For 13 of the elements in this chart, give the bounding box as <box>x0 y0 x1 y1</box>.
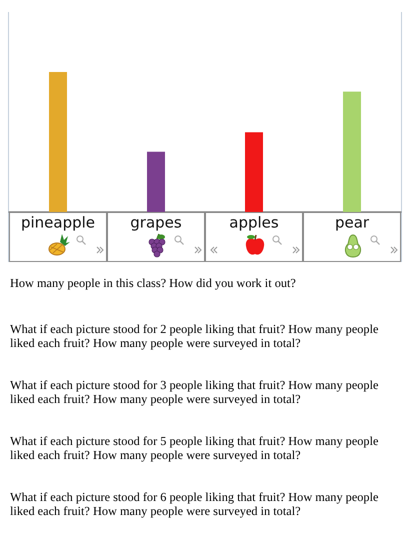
bar <box>245 132 263 212</box>
x-tick-label: grapes <box>130 214 182 232</box>
text: How many people in this class? How did you work it out? <box>10 276 297 290</box>
x-tick-label: pear <box>334 214 370 232</box>
bar <box>49 72 67 212</box>
bar <box>147 152 165 212</box>
x-tick-label: pineapple <box>20 214 96 232</box>
text: What if each picture stood for 5 people liking that fruit? How many people liked each fruit? How many people were surveyed in total? <box>10 434 380 462</box>
x-tick-label: apples <box>229 214 279 232</box>
text: What if each picture stood for 2 people liking that fruit? How many people liked each fruit? How many people were surveyed in total? <box>10 322 380 350</box>
bar <box>343 92 361 212</box>
text: What if each picture stood for 3 people liking that fruit? How many people liked each fruit? How many people were surveyed in total? <box>10 378 380 406</box>
text: What if each picture stood for 6 people liking that fruit? How many people liked each fruit? How many people were surveyed in total? <box>10 490 380 518</box>
